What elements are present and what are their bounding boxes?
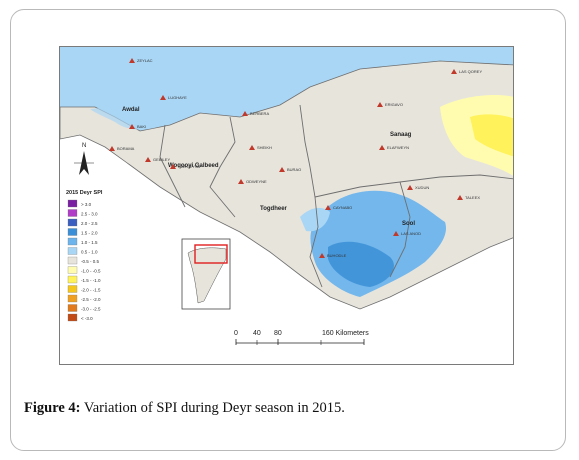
legend-label: 1.0 - 1.5 (81, 240, 98, 245)
north-arrow: N (74, 143, 94, 175)
legend-label: -2.5 - -2.0 (81, 297, 101, 302)
legend-label: -0.5 - 0.5 (81, 259, 100, 264)
spi-map: Awdal Woqooyi Galbeed Togdheer Sanaag So… (60, 47, 513, 364)
town-label-caynabo: CAYNABO (333, 205, 352, 210)
region-label-sool: Sool (402, 221, 415, 227)
legend-label: 0.5 - 1.0 (81, 250, 98, 255)
town-marker (170, 164, 176, 169)
legend-label: 1.5 - 2.0 (81, 231, 98, 236)
region-boundaries (159, 104, 513, 288)
boundary-togdheer-sanaag (299, 104, 316, 198)
map-panel: Awdal Woqooyi Galbeed Togdheer Sanaag So… (59, 46, 514, 365)
town-label-borama: BORAMA (117, 146, 135, 151)
wet-anomaly-core (328, 241, 394, 287)
town-marker (129, 124, 135, 129)
legend-label: < -3.0 (81, 316, 93, 321)
legend-label: -1.0 - -0.5 (81, 269, 101, 274)
scale-label-160-km: 160 Kilometers (322, 330, 369, 337)
town-label-las-anod: LAS ANOD (401, 231, 421, 236)
town-marker (109, 146, 115, 151)
town-marker (393, 231, 399, 236)
legend-swatch (67, 237, 78, 246)
region-label-sanaag: Sanaag (390, 132, 412, 138)
town-label-las-qorey: LAS QOREY (459, 69, 482, 74)
legend-label: -3.0 - -2.5 (81, 307, 101, 312)
legend-swatch (67, 256, 78, 265)
scale-label-80: 80 (274, 330, 282, 337)
legend-label: 2.5 - 3.0 (81, 212, 98, 217)
town-marker (319, 253, 325, 258)
scale-label-0: 0 (234, 330, 238, 337)
town-label-sheikh: SHEIKH (257, 145, 272, 150)
region-label-togdheer: Togdheer (260, 206, 288, 212)
legend-swatch (67, 294, 78, 303)
legend-label: 2.0 - 2.5 (81, 221, 98, 226)
region-label-woqooyi-galbeed: Woqooyi Galbeed (168, 163, 219, 169)
legend-swatch (67, 275, 78, 284)
legend-title: 2015 Deyr SPI (66, 190, 103, 196)
inset-highlight-box (194, 244, 228, 264)
legend-swatch (67, 209, 78, 217)
town-marker (238, 179, 244, 184)
town-label-hargeysa: HARGEYSA (178, 164, 201, 169)
town-label-zeylac: ZEYLAC (137, 58, 153, 63)
boundary-togdheer-sool (309, 196, 323, 288)
towns-layer: ZEYLAC LUGHAYE BAKI BORAMA BERBERA SHEIK… (109, 58, 482, 258)
legend-label: > 3.0 (81, 202, 92, 207)
figure-label: Figure 4: (24, 400, 81, 416)
town-marker (160, 95, 166, 100)
gulf-of-aden (60, 47, 513, 131)
town-marker (242, 111, 248, 116)
coastal-wet-zone (90, 107, 170, 130)
town-label-berbera: BERBERA (250, 111, 269, 116)
town-label-elafweyn: ELAFWEYN (387, 145, 409, 150)
town-label-lughaye: LUGHAYE (168, 95, 187, 100)
legend-label: -2.0 - -1.5 (81, 288, 101, 293)
north-arrow-label: N (82, 143, 86, 149)
spi-legend: 2015 Deyr SPI > 3.0 2.5 - 3.0 2.0 - 2.5 1.5… (66, 190, 103, 322)
scale-label-40: 40 (253, 330, 261, 337)
town-marker (407, 185, 413, 190)
scale-bar: 0 40 80 160 Kilometers (234, 330, 369, 345)
town-label-erigavo: ERIGAVO (385, 102, 403, 107)
town-marker (279, 167, 285, 172)
legend-swatch (67, 199, 78, 208)
town-label-burao: BURAO (287, 167, 301, 172)
town-marker (145, 157, 151, 162)
town-marker (457, 195, 463, 200)
town-marker (325, 205, 331, 210)
town-marker (129, 58, 135, 63)
boundary-sool-east (389, 181, 411, 278)
town-marker (377, 102, 383, 107)
town-label-baki: BAKI (137, 124, 146, 129)
dry-anomaly-strong (470, 114, 513, 157)
legend-swatch (67, 313, 78, 322)
town-marker (379, 145, 385, 150)
boundary-sanaag-sool (314, 174, 513, 198)
legend-swatch (67, 218, 78, 227)
inset-locator-map (181, 238, 231, 310)
legend-swatch (67, 266, 78, 274)
figure-caption: Figure 4: Variation of SPI during Deyr s… (24, 400, 544, 417)
region-label-awdal: Awdal (122, 107, 140, 113)
town-label-odweyne: ODWEYNE (246, 179, 267, 184)
town-label-buhodle: BUHODLE (327, 253, 347, 258)
legend-swatch (67, 228, 78, 236)
boundary-awdal-woqooyi (159, 124, 186, 208)
wet-anomaly-light (300, 207, 330, 232)
town-marker (249, 145, 255, 150)
town-label-taleex: TALEEX (465, 195, 480, 200)
legend-label: -1.5 - -1.0 (81, 278, 101, 283)
town-label-gebiley: GEBILEY (153, 157, 170, 162)
legend-swatch (67, 304, 78, 312)
town-label-xudun: XUDUN (415, 185, 429, 190)
legend-swatch (67, 247, 78, 255)
caption-text: Variation of SPI during Deyr season in 2… (80, 400, 345, 416)
town-marker (451, 69, 457, 74)
legend-swatch (67, 285, 78, 293)
inset-country-outline (187, 247, 227, 304)
boundary-woqooyi-togdheer (209, 116, 236, 218)
